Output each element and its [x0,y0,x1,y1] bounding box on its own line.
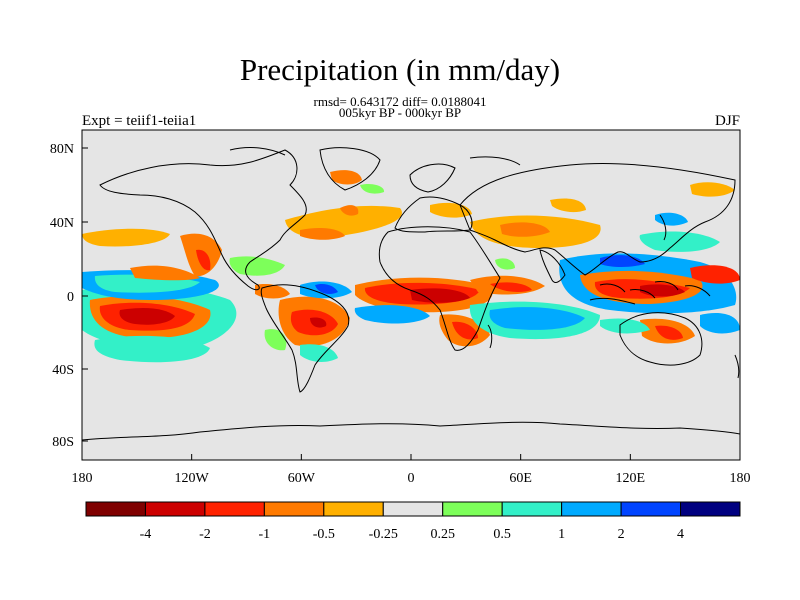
colorbar-label: -1 [259,527,271,542]
y-tick-label: 0 [67,290,74,305]
x-tick-label: 120W [175,471,210,486]
x-tick-label: 60E [509,471,532,486]
colorbar-swatch [561,501,622,517]
colorbar-label: 1 [558,527,565,542]
map-axes: 180 120W 60W 0 60E 120E 180 80N 40N 0 40S 80S [50,142,751,486]
colorbar-swatch [323,501,384,517]
colorbar-swatch [263,501,325,517]
chart-title: Precipitation (in mm/day) [239,52,561,87]
colorbar-label: -2 [199,527,211,542]
y-tick-label: 80N [50,142,74,157]
colorbar-label: 0.25 [430,527,455,542]
colorbar-swatch [204,501,265,517]
coastlines [82,147,740,441]
stats-subtitle: rmsd= 0.643172 diff= 0.0188041 [313,94,487,109]
colorbar-label: -0.5 [313,527,335,542]
colorbar-swatch [442,501,503,517]
y-tick-label: 40N [50,216,74,231]
x-tick-label: 180 [730,471,751,486]
colorbar-swatch [620,501,682,517]
colorbar-label: 2 [618,527,625,542]
anomaly-fields [82,170,740,363]
colorbar-label: 4 [677,527,684,542]
colorbar-label: -0.25 [369,527,398,542]
period-subtitle: 005kyr BP - 000kyr BP [338,105,462,120]
colorbar-label: 0.5 [493,527,511,542]
y-tick-label: 40S [52,363,74,378]
experiment-label: Expt = teiif1-teiia1 [82,113,197,129]
colorbar-label: -4 [140,527,152,542]
colorbar: -4 -2 -1 -0.5 -0.25 0.25 0.5 1 2 4 [85,501,741,542]
colorbar-swatch [144,501,206,517]
season-label: DJF [714,113,740,129]
x-tick-label: 180 [72,471,93,486]
y-tick-label: 80S [52,435,74,450]
colorbar-swatch [680,501,741,517]
x-tick-label: 60W [288,471,316,486]
colorbar-swatch [501,501,563,517]
x-tick-label: 120E [616,471,646,486]
x-tick-label: 0 [408,471,415,486]
colorbar-swatch [85,501,146,517]
colorbar-swatch [382,501,444,517]
